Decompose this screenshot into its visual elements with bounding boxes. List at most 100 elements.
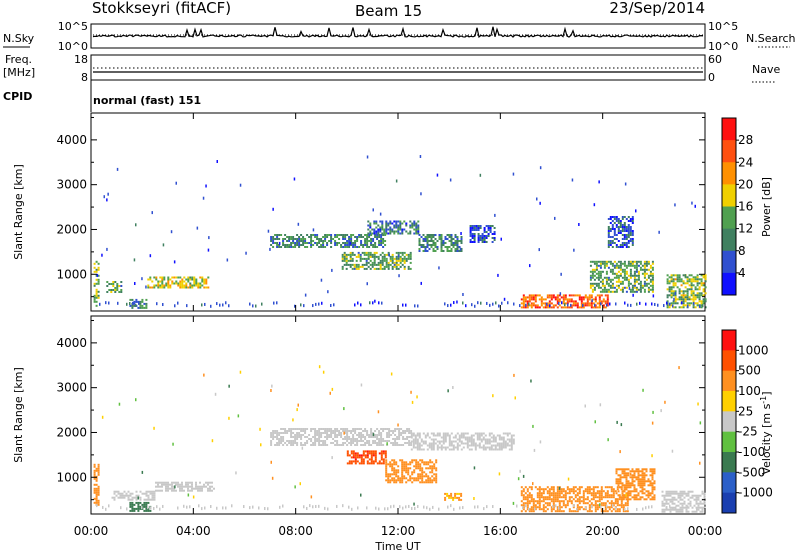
echo-cell: [209, 485, 211, 488]
echo-cell: [385, 253, 388, 256]
echo-cell: [460, 248, 463, 250]
echo-cell: [446, 446, 449, 449]
echo-cell: [627, 490, 630, 493]
echo-cell: [631, 484, 634, 487]
echo-cell: [345, 255, 348, 258]
colorbar-tick-label: 12: [738, 222, 753, 236]
echo-speck: [210, 304, 212, 308]
echo-cell: [422, 250, 425, 252]
echo-cell: [611, 246, 614, 248]
echo-speck: [147, 505, 149, 509]
echo-cell: [342, 442, 345, 444]
echo-cell: [387, 224, 390, 227]
echo-cell: [431, 469, 434, 472]
echo-cell: [398, 438, 401, 440]
echo-cell: [613, 238, 616, 240]
echo-cell: [429, 479, 432, 482]
echo-cell: [396, 442, 399, 444]
echo-cell: [173, 481, 175, 484]
echo-cell: [610, 494, 613, 497]
echo-cell: [397, 477, 400, 480]
echo-cell: [153, 490, 156, 493]
echo-speck: [216, 160, 218, 163]
echo-cell: [408, 442, 411, 444]
echo-cell: [360, 240, 363, 242]
echo-cell: [645, 494, 648, 497]
echo-speck: [492, 505, 494, 509]
echo-cell: [600, 300, 603, 303]
echo-speck: [627, 303, 629, 307]
echo-cell: [550, 500, 553, 503]
echo-cell: [424, 250, 427, 252]
echo-cell: [686, 290, 689, 293]
echo-cell: [546, 306, 549, 309]
echo-cell: [401, 459, 404, 462]
echo-cell: [304, 442, 307, 444]
echo-cell: [360, 242, 363, 244]
echo-cell: [346, 242, 349, 244]
echo-cell: [397, 224, 400, 227]
echo-cell: [696, 294, 699, 297]
echo-cell: [290, 432, 293, 434]
echo-cell: [161, 286, 164, 289]
echo-cell: [566, 488, 569, 491]
echo-cell: [362, 444, 365, 446]
echo-cell: [666, 280, 669, 283]
echo-cell: [352, 242, 355, 244]
echo-cell: [611, 270, 614, 273]
echo-cell: [189, 489, 191, 492]
echo-speck: [261, 302, 263, 306]
echo-cell: [647, 478, 650, 481]
echo-cell: [617, 218, 620, 220]
echo-cell: [95, 501, 98, 504]
echo-cell: [598, 298, 601, 301]
echo-cell: [416, 446, 419, 449]
echo-cell: [639, 498, 642, 501]
echo-speck: [684, 274, 687, 278]
echo-cell: [387, 481, 390, 484]
echo-cell: [338, 234, 341, 236]
echo-cell: [95, 487, 98, 490]
echo-speck: [473, 497, 475, 500]
echo-cell: [470, 434, 473, 437]
echo-cell: [608, 486, 611, 489]
echo-cell: [433, 465, 436, 468]
echo-cell: [95, 304, 98, 307]
echo-cell: [177, 276, 180, 279]
echo-cell: [409, 479, 412, 482]
echo-cell: [373, 255, 376, 258]
echo-cell: [391, 255, 394, 258]
echo-cell: [490, 448, 493, 451]
echo-cell: [677, 492, 680, 495]
echo-cell: [612, 508, 615, 511]
echo-cell: [478, 434, 481, 437]
echo-cell: [546, 302, 549, 305]
echo-cell: [479, 235, 482, 237]
echo-cell: [399, 224, 402, 227]
echo-cell: [370, 242, 373, 244]
echo-cell: [400, 428, 403, 430]
echo-cell: [371, 228, 374, 231]
echo-speck: [216, 302, 218, 306]
echo-cell: [201, 487, 203, 490]
echo-cell: [153, 284, 156, 287]
echo-speck: [294, 485, 296, 489]
echo-cell: [485, 235, 488, 237]
echo-cell: [111, 496, 114, 499]
echo-cell: [619, 282, 622, 285]
echo-cell: [472, 440, 475, 443]
echo-cell: [356, 460, 359, 463]
echo-cell: [532, 294, 535, 297]
echo-cell: [410, 430, 413, 432]
echo-cell: [425, 467, 428, 470]
echo-speck: [331, 456, 333, 460]
y-tick-label: 2000: [56, 425, 87, 439]
echo-cell: [419, 459, 422, 462]
echo-cell: [625, 218, 628, 220]
echo-cell: [610, 510, 613, 513]
echo-cell: [389, 259, 392, 262]
echo-cell: [536, 500, 539, 503]
echo-cell: [97, 262, 100, 265]
echo-cell: [370, 436, 373, 438]
echo-region: [444, 492, 463, 501]
